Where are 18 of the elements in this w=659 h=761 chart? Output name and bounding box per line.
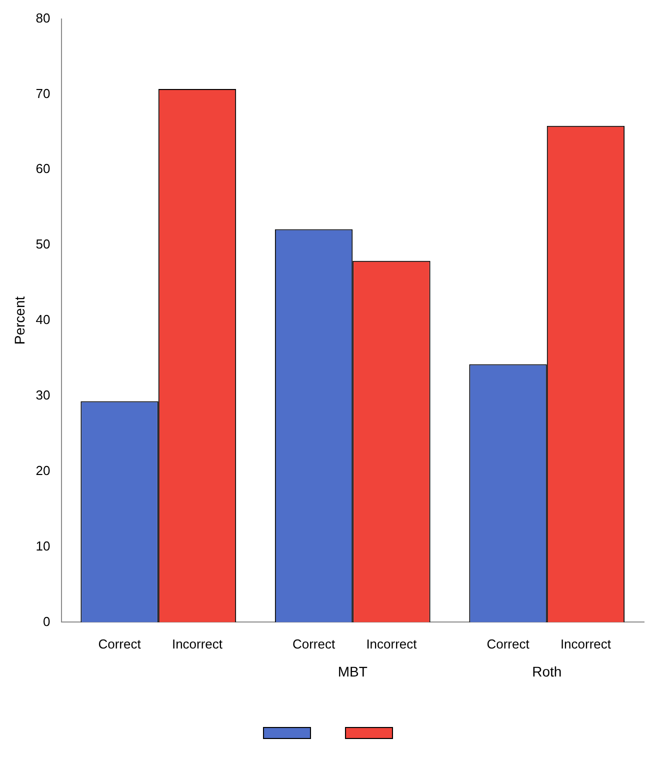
y-tick-label: 50 [36,236,50,252]
x-tick-label: Roth [532,663,562,680]
text: Correct [486,636,530,652]
y-tick-label: 10 [36,538,50,554]
x-tick-label: MBT [338,663,368,680]
y-tick-label: 80 [36,10,50,26]
series-label: Incorrect [172,636,223,652]
y-tick-label: 0 [43,614,50,629]
text: Incorrect [560,636,612,652]
y-axis-title: Percent [11,296,28,345]
y-tick-label: 70 [36,86,50,101]
y-tick-label: 40 [36,312,50,328]
y-tick-label: 60 [36,161,50,176]
y-tick-label: 30 [36,388,50,403]
y-tick-label: 20 [36,462,50,478]
text: Incorrect [366,636,417,652]
series-label: Correct [98,636,142,652]
text: Correct [292,636,336,652]
